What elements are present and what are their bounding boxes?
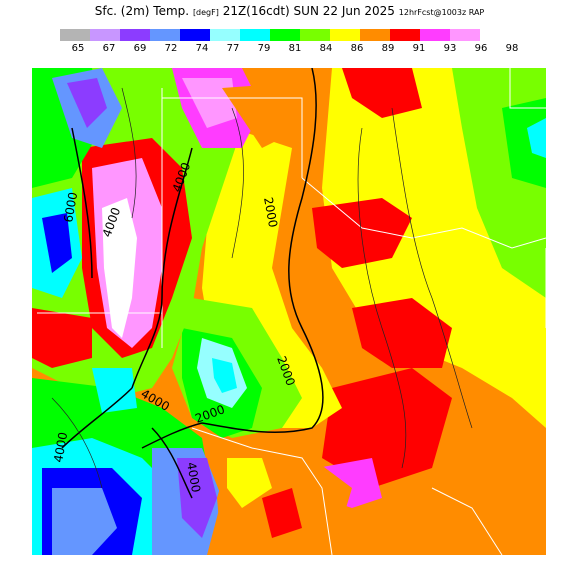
contour-label: 4000 — [51, 431, 70, 464]
boundary-line-7 — [191, 427, 333, 556]
legend-swatch — [120, 29, 150, 41]
contour-4000-a — [131, 147, 193, 389]
thin-contour-1 — [357, 127, 407, 469]
thin-contour-3 — [231, 107, 244, 259]
legend-swatches — [60, 29, 560, 41]
contour-4000-c — [151, 427, 193, 499]
title-main: Sfc. (2m) Temp. — [94, 4, 190, 18]
region-south-yellow — [227, 458, 272, 508]
legend-label: 93 — [443, 43, 457, 54]
region-north-pink — [182, 78, 237, 128]
title-unit: [degF] — [192, 8, 219, 17]
contour-2000-a — [201, 67, 324, 433]
region-fw-dblue — [42, 213, 72, 273]
contour-label: 6000 — [61, 191, 80, 224]
legend-swatch — [300, 29, 330, 41]
thin-contour-5 — [51, 397, 103, 489]
legend-swatch — [420, 29, 450, 41]
region-ne-green — [502, 98, 546, 188]
legend-label: 84 — [319, 43, 333, 54]
contour-6000-a — [71, 127, 93, 279]
legend-label: 65 — [71, 43, 85, 54]
color-legend: 65 67 69 72 74 77 79 81 84 86 89 91 93 96 98 — [60, 29, 560, 55]
legend-label: 96 — [474, 43, 488, 54]
region-north-orange — [222, 83, 302, 148]
legend-label: 77 — [226, 43, 240, 54]
thin-contour-4 — [121, 87, 137, 219]
legend-label: 89 — [381, 43, 395, 54]
legend-label: 91 — [412, 43, 426, 54]
region-red-1 — [312, 198, 412, 268]
region-fw-purple — [67, 78, 107, 128]
legend-swatch — [60, 29, 90, 41]
region-red-4 — [322, 368, 452, 488]
legend-label: 72 — [164, 43, 178, 54]
height-contours — [61, 67, 324, 499]
map-canvas: 6000 4000 4000 2000 2000 2000 4000 4000 … — [32, 67, 547, 556]
legend-swatch — [270, 29, 300, 41]
boundary-line-3 — [162, 97, 303, 178]
region-red-2 — [342, 68, 422, 118]
region-sw-purple — [177, 458, 217, 538]
thin-contour-2 — [391, 107, 473, 429]
legend-label: 86 — [350, 43, 364, 54]
region-west-white — [102, 198, 137, 338]
legend-swatch — [150, 29, 180, 41]
legend-swatch — [240, 29, 270, 41]
legend-swatch — [210, 29, 240, 41]
map-title: Sfc. (2m) Temp. [degF] 21Z(16cdt) SUN 22… — [0, 4, 579, 18]
legend-label: 69 — [133, 43, 147, 54]
legend-swatch — [330, 29, 360, 41]
region-red-3 — [352, 298, 452, 368]
region-ne-cyan — [527, 118, 546, 158]
contour-4000-b — [61, 387, 133, 449]
legend-label: 67 — [102, 43, 116, 54]
boundary-line-8 — [431, 487, 503, 556]
boundary-line-5 — [509, 68, 546, 109]
temperature-map: 6000 4000 4000 2000 2000 2000 4000 4000 … — [32, 67, 547, 556]
region-sw-cyan2 — [92, 368, 137, 413]
region-sw-lblue — [52, 488, 117, 555]
legend-label: 79 — [257, 43, 271, 54]
boundary-line-4 — [301, 177, 547, 249]
legend-swatch — [90, 29, 120, 41]
contour-2000-b — [141, 422, 203, 449]
legend-swatch — [180, 29, 210, 41]
region-south-red — [262, 488, 302, 538]
legend-label: 81 — [288, 43, 302, 54]
region-fw-red — [32, 308, 92, 368]
legend-swatch — [450, 29, 480, 41]
legend-label: 74 — [195, 43, 209, 54]
title-valid: 21Z(16cdt) SUN 22 Jun 2025 — [222, 4, 395, 18]
contour-label: 2000 — [261, 196, 280, 229]
region-east-yellow — [322, 68, 546, 428]
title-run: 12hrFcst@1003z RAP — [398, 8, 485, 17]
legend-labels: 65 67 69 72 74 77 79 81 84 86 89 91 93 96 98 — [60, 41, 560, 55]
legend-swatch — [390, 29, 420, 41]
contour-label: 4000 — [184, 461, 203, 494]
thin-contours — [51, 87, 473, 489]
legend-swatch — [360, 29, 390, 41]
region-central-cyan2 — [212, 358, 237, 393]
legend-label: 98 — [505, 43, 519, 54]
